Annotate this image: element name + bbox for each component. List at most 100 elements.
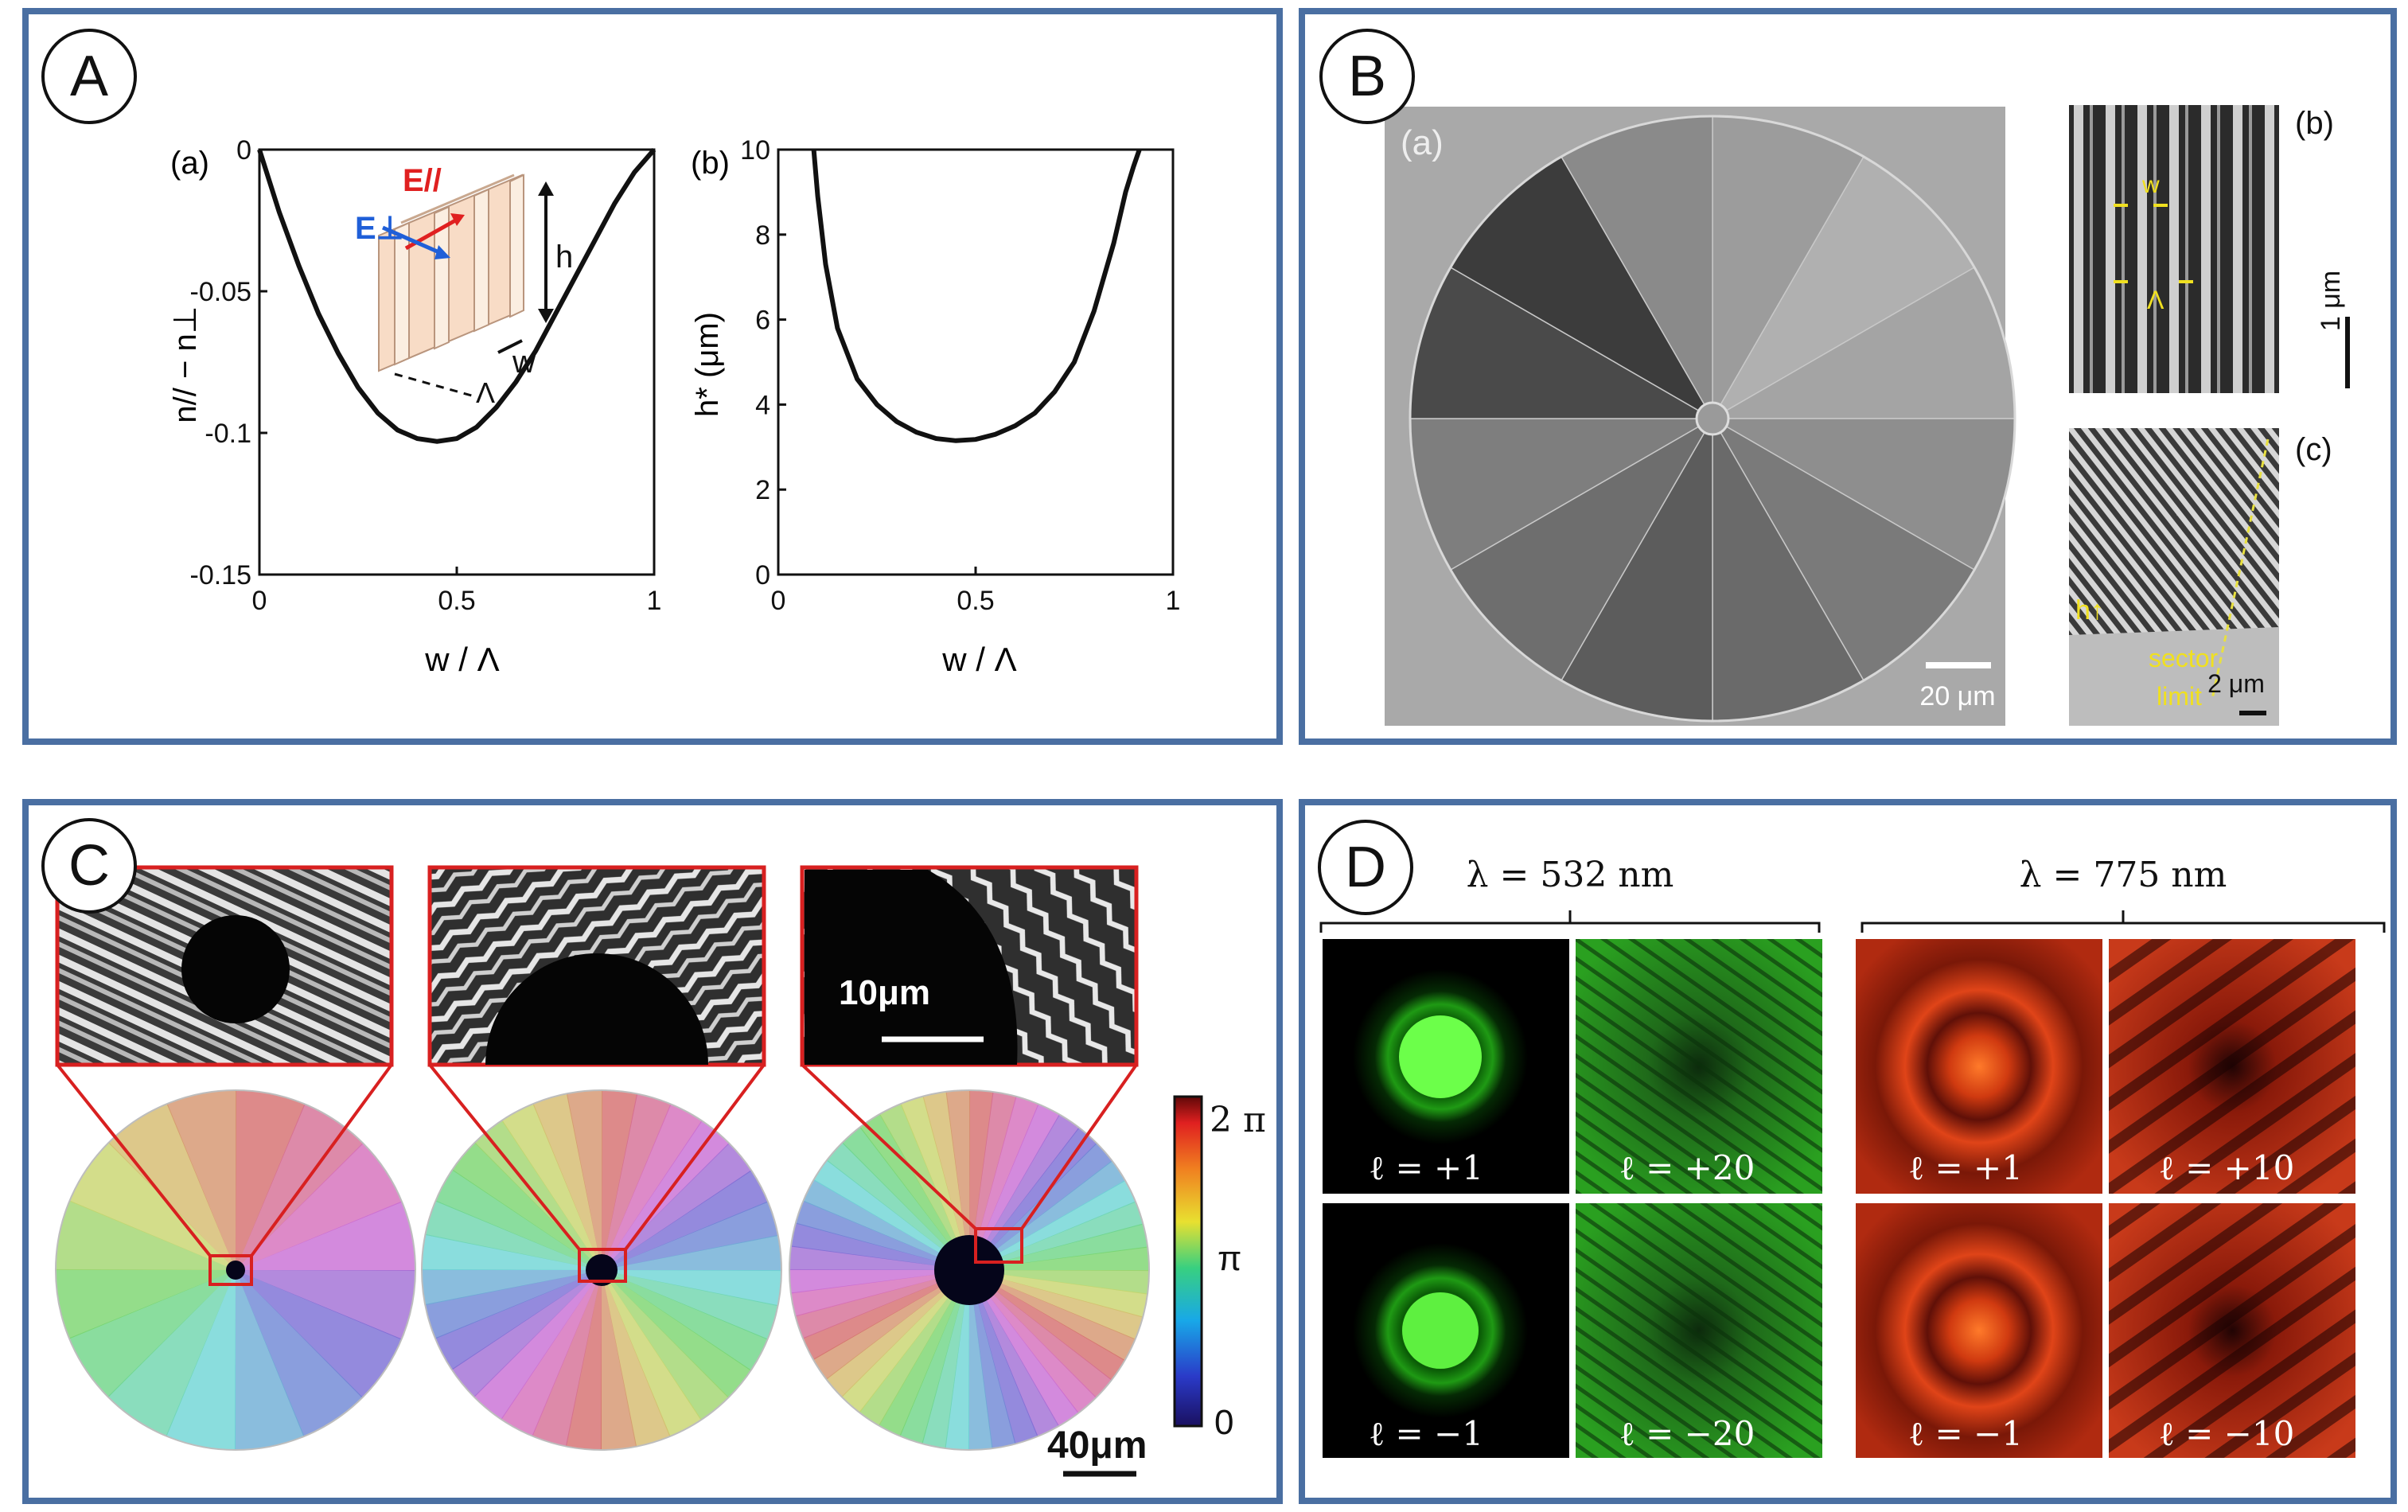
- colorbar-label-2pi: 2 π: [1210, 1100, 1266, 1140]
- panel-d-images: λ = 532 nm λ = 775 nm ℓ = +1 ℓ = +20 ℓ =…: [1319, 855, 2386, 1458]
- chart-b-xtick-label: 1: [1166, 586, 1181, 616]
- phase-disk-3-sector: [795, 1270, 969, 1339]
- phase-disk-1-sector: [108, 1103, 236, 1270]
- sem-c-h: h↑: [2075, 595, 2104, 625]
- chart-a-xtick-label: 0.5: [438, 586, 475, 616]
- panel-d-letter: D: [1318, 820, 1413, 915]
- phase-disk-2-sector: [602, 1270, 768, 1371]
- phase-disk-3-sector: [969, 1223, 1148, 1270]
- zoom-box-3: [974, 1227, 1023, 1264]
- phase-disk-3-sector: [922, 1270, 969, 1449]
- mode-label-green-plus20: ℓ = +20: [1619, 1148, 1755, 1187]
- phase-disk-3-sector: [879, 1103, 969, 1270]
- sem-inset-scale-label: 10μm: [839, 973, 930, 1012]
- phase-disk-1-hole: [226, 1261, 245, 1280]
- sem-a-label: (a): [1401, 123, 1444, 162]
- phase-disk-3-sector: [899, 1270, 969, 1444]
- phase-disk-3-sector: [969, 1270, 1097, 1413]
- chart-b-xticks: 0 0.5 1: [771, 567, 1181, 616]
- phase-disk-2: [421, 1089, 782, 1451]
- sem-disk: [1409, 115, 2016, 723]
- colorbar-label-pi: π: [1218, 1239, 1241, 1278]
- beam-red-plus1: [1856, 939, 2102, 1194]
- phase-disk-1-sector: [236, 1090, 306, 1270]
- phase-disk-3-sector: [922, 1091, 969, 1270]
- chart-b-ytick-label: 6: [755, 306, 770, 336]
- phase-disk-2-sector: [600, 1270, 637, 1451]
- bracket-red: [1861, 910, 2386, 933]
- phase-disk-3-sector: [969, 1114, 1080, 1270]
- panel-c-letter: C: [41, 818, 137, 914]
- phase-disk-3-sector: [789, 1268, 969, 1294]
- scale-1um: 1 μm: [2316, 271, 2346, 331]
- phase-disk-2-sector: [602, 1201, 778, 1270]
- phase-disk-3-sector: [969, 1180, 1136, 1270]
- phase-disk-3-sector: [969, 1270, 1148, 1318]
- zoom-box-1: [208, 1254, 253, 1286]
- phase-disk-1-sector: [236, 1270, 363, 1437]
- phase-disk-1-sector: [55, 1268, 236, 1339]
- phase-disk-2-hole: [586, 1254, 618, 1286]
- sem-b-w: w: [2141, 172, 2160, 198]
- phase-disk-3-sector: [969, 1096, 1039, 1270]
- phase-disk-3-sector: [969, 1270, 1059, 1437]
- phase-disk-2-sector: [452, 1142, 602, 1270]
- scale-2um: 2 μm: [2207, 669, 2265, 698]
- phase-disk-2-sector: [451, 1270, 602, 1397]
- phase-disk-1: [55, 1089, 416, 1451]
- wavelength-green: λ = 532 nm: [1467, 855, 1674, 895]
- phase-disk-2-sector: [602, 1093, 672, 1270]
- wavelength-red: λ = 775 nm: [2020, 855, 2227, 895]
- phase-disk-2-sector: [501, 1103, 602, 1270]
- phase-disk-1-sector: [234, 1270, 305, 1451]
- phase-disk-3-sector: [969, 1270, 1136, 1361]
- sem-inset-3-hole: [805, 870, 1018, 1065]
- sem-b-image: [2069, 105, 2279, 393]
- phase-disk-3-sector: [945, 1089, 971, 1270]
- phase-disk-1-sector: [166, 1089, 237, 1270]
- phase-disk-2-sector: [435, 1169, 602, 1270]
- panel-b: B (a) 20 μm (b) w Λ 1 μm: [1299, 8, 2397, 745]
- chart-a-xtick-label: 0: [252, 586, 267, 616]
- phase-disk-2-sector: [434, 1270, 602, 1370]
- chart-b-ytick-label: 4: [755, 390, 770, 420]
- inset-lambda: Λ: [476, 376, 495, 409]
- phase-disk-3-sector: [969, 1270, 1112, 1398]
- chart-a-xlabel: w / Λ: [424, 641, 499, 678]
- chart-a-curve: [257, 148, 657, 444]
- chart-a-label: (a): [170, 146, 209, 181]
- phase-disk-2-sector: [602, 1270, 671, 1447]
- chart-b-curve: [811, 149, 1142, 443]
- bracket-green: [1319, 910, 1821, 933]
- phase-disk-3-sector: [969, 1201, 1144, 1270]
- mode-label-green-minus1: ℓ = −1: [1369, 1414, 1483, 1453]
- grating-inset: E// E⊥ h w Λ: [355, 163, 573, 409]
- phase-disk-2-sector: [602, 1143, 752, 1270]
- phase-disk-3-sector: [790, 1270, 969, 1317]
- chart-a-ylabel: n// − n⊥: [168, 306, 203, 423]
- chart-b-ytick-label: 2: [755, 475, 770, 505]
- panel-b-letter: B: [1319, 29, 1415, 124]
- phase-disk-3-hole: [934, 1235, 1004, 1305]
- phase-disk-3-sector: [968, 1270, 993, 1451]
- chart-a-xtick-label: 1: [647, 586, 662, 616]
- mode-label-green-minus20: ℓ = −20: [1619, 1414, 1755, 1453]
- phase-disk-3-sector: [826, 1142, 969, 1270]
- phase-disk-3-sector: [879, 1270, 969, 1436]
- chart-a-xticks: 0 0.5 1: [252, 567, 662, 616]
- panel-c-images: 10μm 2 π π 0 40μm: [55, 865, 1266, 1477]
- beam-red-minus1: [1856, 1203, 2102, 1458]
- phase-disk-2-sector: [602, 1270, 778, 1340]
- phase-disk-3-sector: [969, 1160, 1126, 1270]
- phase-disk-3-sector: [969, 1270, 1125, 1381]
- phase-disk-1-sector: [236, 1143, 403, 1270]
- inset-e-parallel: E//: [403, 163, 442, 198]
- chart-b-ytick-label: 8: [755, 220, 770, 251]
- chart-a-ytick-label: -0.15: [190, 560, 252, 590]
- phase-disk-1-sector: [68, 1270, 236, 1397]
- phase-disk-2-sector: [602, 1270, 702, 1437]
- inset-h: h: [555, 240, 573, 275]
- phase-colorbar: [1173, 1095, 1203, 1428]
- phase-disk-3-sector: [795, 1200, 969, 1270]
- sem-c-limit: limit: [2157, 682, 2202, 711]
